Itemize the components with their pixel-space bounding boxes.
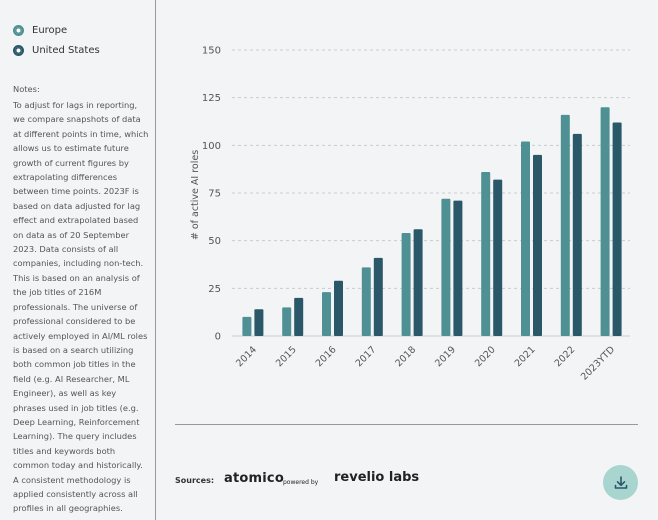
y-tick-label: 125 [202,93,221,104]
y-tick-label: 25 [208,284,221,295]
x-tick-label: 2020 [473,344,498,369]
bar-europe [242,316,252,336]
bar-chart: 0 25 50 75 100 125 150 # of active AI roles 2014… [190,46,630,383]
bar-europe [521,141,530,336]
revelio-labs-logo: revelio labs [334,470,420,485]
legend-label-united-states: United States [32,44,100,56]
x-tick-label: 2022 [553,344,578,369]
x-tick-label: 2023YTD [579,344,617,382]
atomico-logo: atomico [224,471,284,486]
notes-title: Notes: [13,84,40,94]
bar-europe [481,172,491,336]
download-button[interactable] [603,465,638,500]
bar-united-states [572,133,582,336]
y-tick-label: 150 [202,46,221,57]
bar-europe [361,267,371,336]
sidebar-panel: Europe United States Notes: To adjust fo… [0,0,156,520]
x-tick-label: 2018 [393,344,418,369]
y-tick-label: 100 [202,141,221,152]
bar-united-states [453,200,463,336]
y-axis-label: # of active AI roles [190,150,201,240]
y-tick-label: 50 [208,236,221,247]
bar-europe [600,107,610,336]
legend: Europe United States [13,20,100,60]
divider [175,424,638,425]
bar-europe [322,292,331,336]
bar-united-states [373,257,383,336]
bar-europe [441,198,451,336]
legend-item-europe[interactable]: Europe [13,20,100,40]
legend-item-united-states[interactable]: United States [13,40,100,60]
download-icon [614,475,627,489]
bar-europe [401,233,411,336]
legend-dot-europe [13,24,24,36]
bar-europe [560,114,570,337]
legend-label-europe: Europe [32,24,68,36]
y-tick-label: 0 [215,332,221,343]
bar-europe [282,307,292,336]
powered-by-text: powered by [283,479,319,486]
x-tick-label: 2014 [234,344,259,369]
bar-united-states [254,309,264,336]
x-tick-label: 2019 [433,344,458,369]
x-tick-label: 2015 [274,344,299,369]
bar-united-states [413,229,423,336]
bar-united-states [294,297,304,336]
notes-text: To adjust for lags in reporting, we comp… [13,100,149,514]
x-tick-label: 2016 [314,344,339,369]
bar-united-states [533,154,542,336]
x-tick-label: 2021 [513,344,538,369]
legend-dot-united-states [13,44,24,56]
bar-united-states [493,179,503,336]
sources-label: Sources: [175,476,215,485]
bar-united-states [334,280,343,336]
x-tick-label: 2017 [354,344,379,369]
bar-united-states [612,122,622,336]
y-tick-label: 75 [208,189,221,200]
